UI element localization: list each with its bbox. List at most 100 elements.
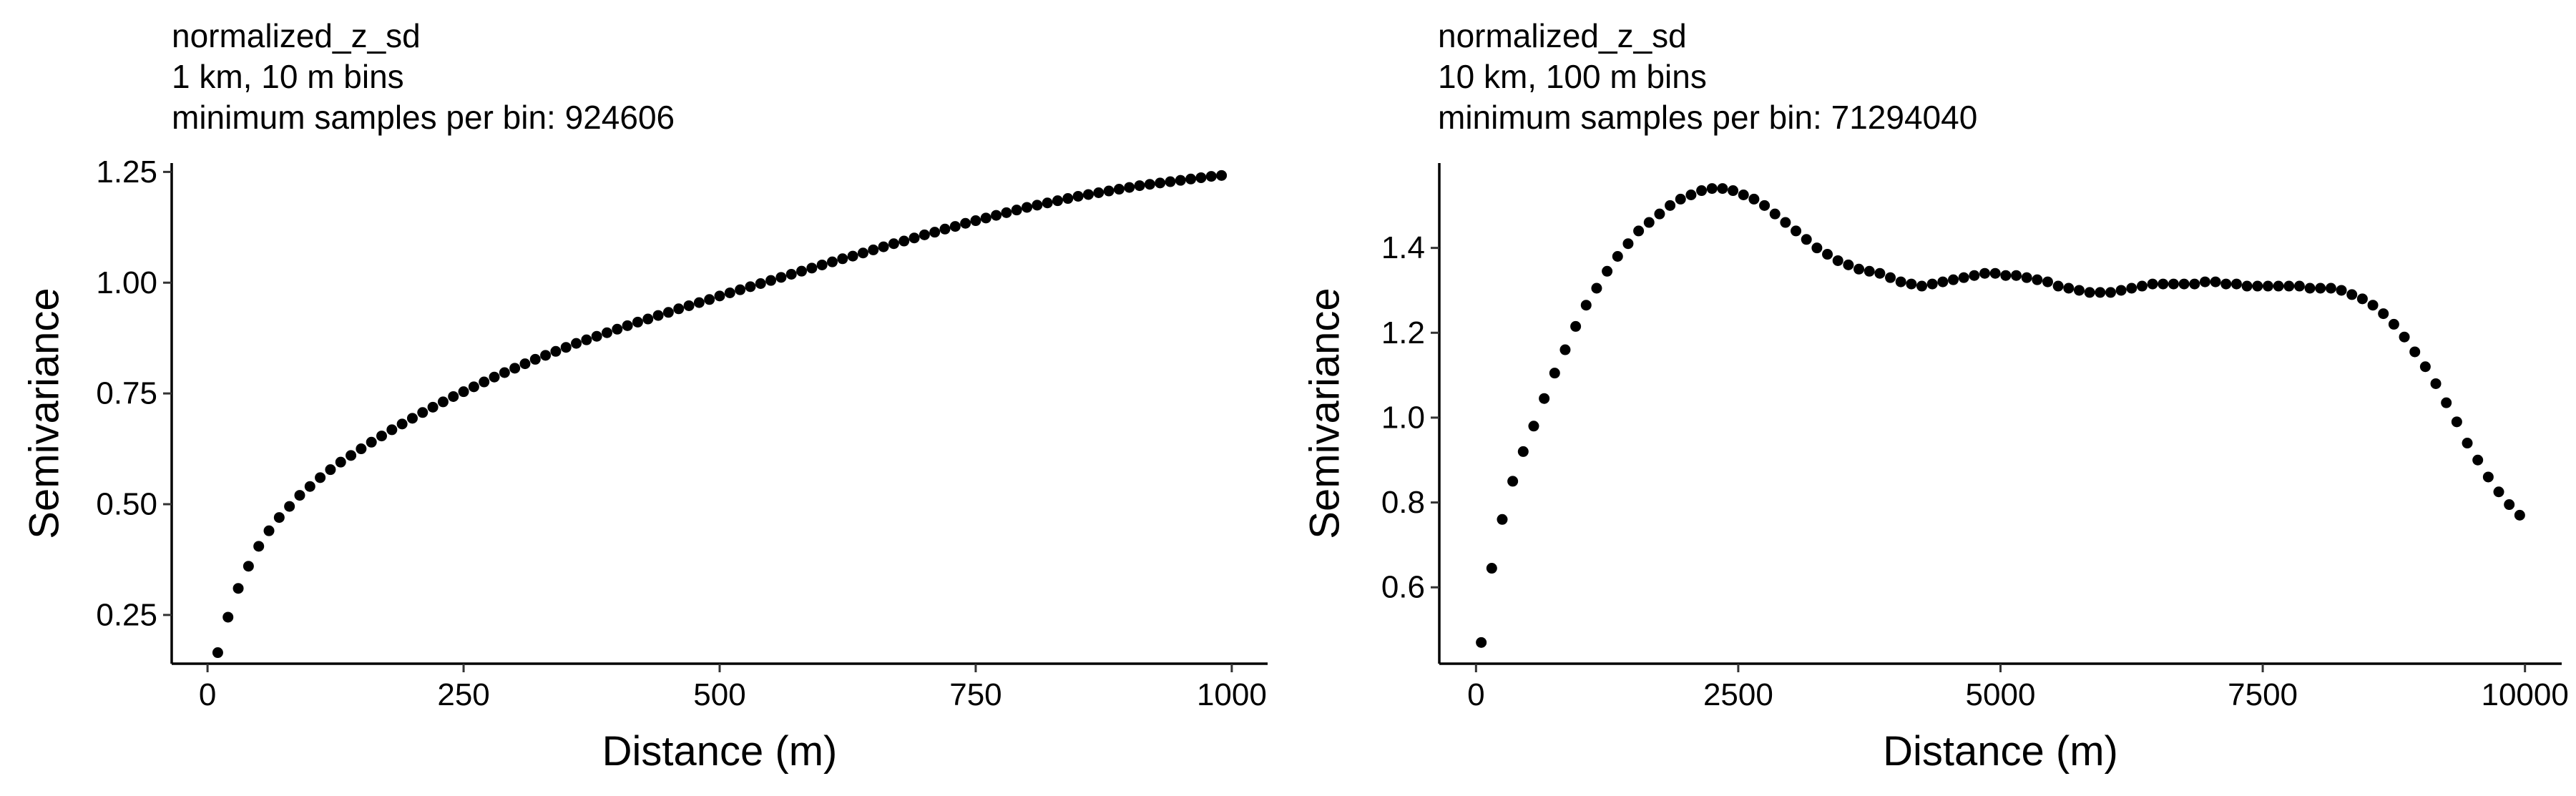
data-point <box>1654 208 1665 220</box>
data-point <box>1706 183 1718 195</box>
data-point <box>2504 499 2515 511</box>
data-point <box>693 297 705 308</box>
data-point <box>1205 171 1217 182</box>
data-point <box>929 227 941 238</box>
data-point <box>1895 276 1906 288</box>
data-point <box>2000 270 2012 281</box>
data-point <box>1780 217 1791 228</box>
data-point <box>2126 282 2137 294</box>
data-point <box>2010 270 2022 281</box>
data-point <box>1113 184 1125 195</box>
data-point <box>1916 280 1928 292</box>
y-axis-title: Semivariance <box>21 288 68 539</box>
data-point <box>1685 189 1697 200</box>
x-tick-label: 10000 <box>2481 677 2568 712</box>
data-point <box>1032 200 1043 211</box>
data-point <box>704 294 715 305</box>
data-point <box>2409 346 2421 358</box>
data-point <box>1195 172 1207 183</box>
data-point <box>1517 446 1529 457</box>
chart-panel-10km: normalized_z_sd 10 km, 100 m bins minimu… <box>1280 0 2576 796</box>
data-point <box>1612 251 1623 262</box>
data-point <box>673 303 685 315</box>
data-point <box>499 367 510 378</box>
x-tick-label: 2500 <box>1703 677 1773 712</box>
data-point <box>1937 276 1949 288</box>
data-point <box>1885 272 1896 283</box>
chart-title-block: normalized_z_sd 10 km, 100 m bins minimu… <box>1438 16 1977 138</box>
x-tick-label: 1000 <box>1197 677 1267 712</box>
data-point <box>448 390 459 402</box>
data-point <box>1801 234 1812 245</box>
data-point <box>1769 208 1781 220</box>
data-point <box>1822 249 1833 260</box>
data-point <box>2084 287 2095 298</box>
chart-subtitle-samples: minimum samples per bin: 924606 <box>172 99 675 136</box>
data-point <box>366 436 377 448</box>
data-point <box>2241 280 2253 292</box>
data-point <box>826 256 838 267</box>
data-point <box>2158 278 2169 290</box>
data-point <box>1811 242 1823 254</box>
data-point <box>529 353 541 365</box>
data-point <box>602 327 613 338</box>
x-axis-title: Distance (m) <box>602 728 838 775</box>
data-point <box>735 284 746 295</box>
data-point <box>816 259 828 270</box>
data-point <box>1791 225 1802 237</box>
data-point <box>509 363 521 374</box>
data-point <box>1011 205 1022 216</box>
scatter-plot-1km: 0.25 0.50 0.75 1.00 1.25 0 250 500 750 1000 Distan… <box>21 154 1268 775</box>
data-point <box>745 281 756 293</box>
data-point <box>1948 274 1959 285</box>
data-point <box>222 611 234 623</box>
data-point <box>427 401 439 413</box>
data-point <box>2441 397 2452 408</box>
data-point <box>253 541 265 552</box>
data-point <box>652 310 664 321</box>
x-tick-label: 750 <box>949 677 1001 712</box>
data-point <box>560 342 572 353</box>
data-point <box>591 330 602 342</box>
data-point <box>2095 287 2106 298</box>
data-point <box>2367 300 2379 311</box>
data-point <box>1832 255 1843 266</box>
data-point <box>2482 471 2494 483</box>
data-point <box>2304 282 2316 294</box>
data-point <box>642 313 654 325</box>
data-point <box>550 345 562 357</box>
data-point <box>1175 175 1186 186</box>
data-point <box>1853 263 1865 275</box>
data-point <box>949 221 961 232</box>
data-point <box>294 490 305 501</box>
data-point <box>785 268 797 280</box>
data-point <box>2430 378 2442 389</box>
data-point <box>2262 280 2273 292</box>
data-point <box>847 250 858 262</box>
data-point <box>2514 509 2525 521</box>
data-point <box>458 386 469 398</box>
data-point <box>1185 173 1197 185</box>
x-tick-label: 250 <box>437 677 489 712</box>
data-point <box>1643 217 1655 228</box>
data-point <box>284 501 295 512</box>
chart-title-block: normalized_z_sd 1 km, 10 m bins minimum … <box>172 16 675 138</box>
data-point <box>1528 421 1539 432</box>
data-point <box>2220 278 2232 290</box>
data-point <box>2105 287 2116 298</box>
data-point <box>2451 416 2462 428</box>
data-point <box>2356 293 2368 305</box>
chart-subtitle-bins: 1 km, 10 m bins <box>172 58 404 95</box>
data-point <box>2283 280 2295 292</box>
data-point <box>479 376 490 388</box>
data-point <box>325 464 336 476</box>
chart-panel-1km: normalized_z_sd 1 km, 10 m bins minimum … <box>0 0 1280 796</box>
data-point <box>315 472 326 483</box>
data-point <box>2136 280 2148 292</box>
y-tick-label: 0.50 <box>96 486 157 521</box>
data-point <box>1728 185 1739 197</box>
y-tick-label: 1.0 <box>1381 400 1425 435</box>
data-point <box>1093 187 1105 199</box>
data-point <box>417 407 428 418</box>
data-point <box>683 300 695 311</box>
